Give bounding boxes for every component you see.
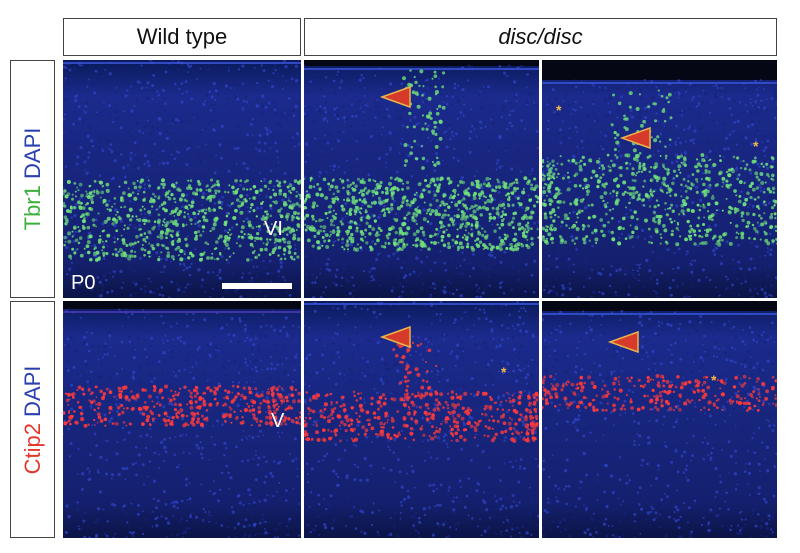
marker-label-tbr1: Tbr1	[19, 185, 45, 231]
marker-label-ctip2: Ctip2	[19, 422, 45, 474]
counterstain-label-dapi: DAPI	[19, 127, 45, 179]
asterisk-marker: *	[556, 102, 562, 118]
image-wildtype-ctip2	[63, 301, 301, 538]
header-disc-disc: disc/disc	[304, 18, 777, 56]
asterisk-marker: *	[711, 372, 717, 388]
image-wildtype-tbr1	[63, 60, 301, 298]
row-label-tbr1-dapi: Tbr1 DAPI	[10, 60, 55, 298]
image-disc-ctip2-a	[304, 301, 539, 538]
image-disc-ctip2-b	[542, 301, 777, 538]
header-wild-type: Wild type	[63, 18, 301, 56]
image-disc-tbr1-a	[304, 60, 539, 298]
image-disc-tbr1-b	[542, 60, 777, 298]
row-label-ctip2-dapi: Ctip2 DAPI	[10, 301, 55, 538]
asterisk-marker: *	[501, 364, 507, 380]
layer-v-label: V	[271, 410, 285, 432]
age-label: P0	[71, 272, 96, 294]
counterstain-label-dapi-2: DAPI	[19, 365, 45, 417]
layer-vi-label: VI	[264, 218, 283, 240]
scale-bar	[222, 283, 292, 289]
asterisk-marker: *	[753, 138, 759, 154]
